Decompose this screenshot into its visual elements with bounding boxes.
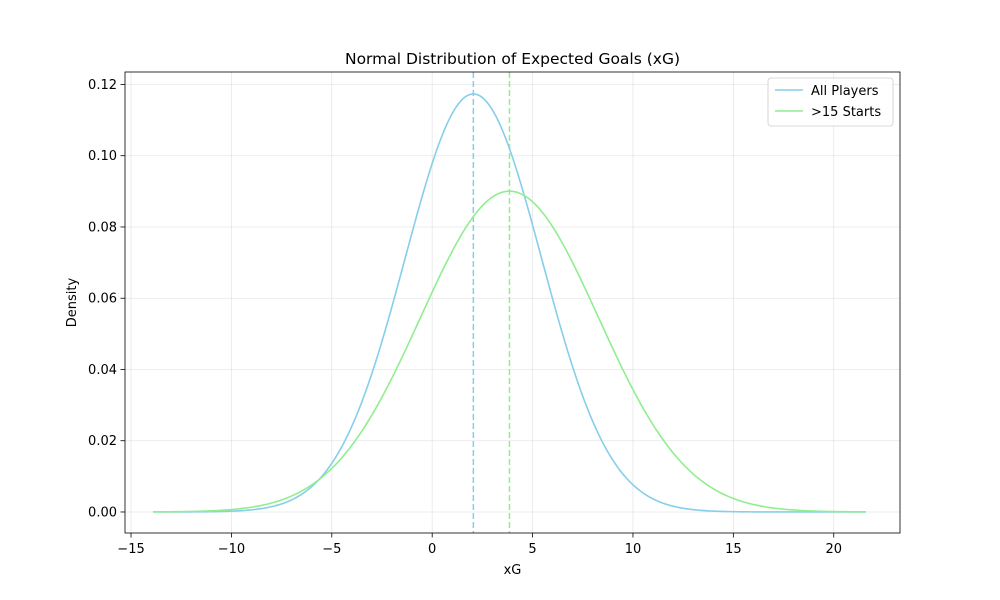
series-line-all-players <box>153 93 866 513</box>
grid-layer <box>125 72 900 533</box>
y-tick-label: 0.00 <box>88 505 117 520</box>
legend: All Players >15 Starts <box>767 77 894 127</box>
x-tick-label: 10 <box>625 542 642 557</box>
chart-title: Normal Distribution of Expected Goals (x… <box>345 50 680 68</box>
x-tick-label: −5 <box>322 542 341 557</box>
x-tick-label: −10 <box>218 542 245 557</box>
x-tick-label: −15 <box>117 542 144 557</box>
legend-label-over-15-starts: >15 Starts <box>811 105 881 120</box>
x-axis-label: xG <box>504 563 522 578</box>
y-tick-label: 0.06 <box>88 292 117 307</box>
y-tick-label: 0.04 <box>88 363 117 378</box>
x-tick-label: 0 <box>428 542 436 557</box>
y-tick-label: 0.02 <box>88 434 117 449</box>
y-tick-label: 0.12 <box>88 78 117 93</box>
x-axis-ticks: −15 −10 −5 0 5 10 15 20 <box>117 533 842 557</box>
mean-lines <box>472 72 511 533</box>
y-tick-label: 0.08 <box>88 220 117 235</box>
series-lines <box>153 93 866 513</box>
y-axis-ticks: 0.00 0.02 0.04 0.06 0.08 0.10 0.12 <box>88 78 125 520</box>
y-tick-label: 0.10 <box>88 149 117 164</box>
x-tick-label: 5 <box>528 542 536 557</box>
y-axis-label: Density <box>65 277 80 327</box>
x-tick-label: 20 <box>825 542 842 557</box>
x-tick-label: 15 <box>725 542 742 557</box>
legend-label-all-players: All Players <box>811 84 879 99</box>
series-line-over-15-starts <box>153 190 866 513</box>
plot-frame <box>124 71 901 534</box>
